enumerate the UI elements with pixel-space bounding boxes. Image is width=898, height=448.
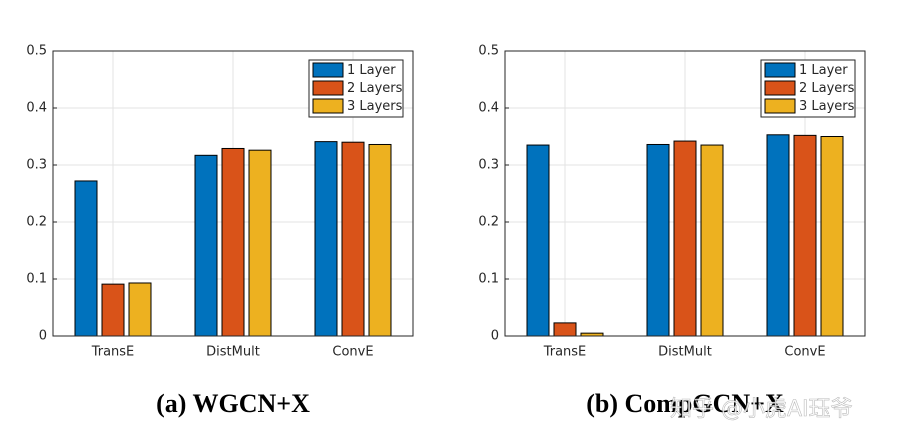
x-tick-label: DistMult bbox=[658, 345, 712, 360]
legend-swatch bbox=[764, 98, 796, 114]
y-tick-label: 0 bbox=[39, 329, 47, 344]
caption: (a) WGCN+X bbox=[156, 389, 310, 418]
y-tick-label: 0.4 bbox=[26, 101, 47, 116]
legend-label: 1 Layer bbox=[799, 63, 848, 78]
x-tick-label: DistMult bbox=[206, 345, 260, 360]
bar bbox=[526, 144, 550, 337]
bar bbox=[646, 143, 670, 337]
legend-label: 1 Layer bbox=[347, 63, 396, 78]
x-tick-label: TransE bbox=[91, 345, 135, 360]
bar bbox=[368, 143, 392, 337]
y-tick-label: 0.3 bbox=[26, 158, 47, 173]
bar bbox=[101, 283, 125, 337]
legend-label: 3 Layers bbox=[347, 99, 403, 114]
legend-swatch bbox=[312, 98, 344, 114]
legend-swatch bbox=[312, 62, 344, 78]
bar bbox=[194, 154, 218, 337]
bar bbox=[314, 141, 338, 337]
y-tick-label: 0 bbox=[491, 329, 499, 344]
y-tick-label: 0.3 bbox=[478, 158, 499, 173]
bar bbox=[74, 180, 98, 337]
bar bbox=[793, 134, 817, 337]
y-tick-label: 0.5 bbox=[478, 44, 499, 59]
x-tick-label: ConvE bbox=[332, 345, 373, 360]
y-tick-label: 0.2 bbox=[478, 215, 499, 230]
legend-swatch bbox=[312, 80, 344, 96]
x-tick-label: ConvE bbox=[784, 345, 825, 360]
axes-box bbox=[52, 50, 414, 337]
watermark: 知乎 @小虎AI珏爷 bbox=[670, 397, 853, 422]
y-tick-label: 0.1 bbox=[478, 272, 499, 287]
bar bbox=[673, 140, 697, 337]
legend-label: 3 Layers bbox=[799, 99, 855, 114]
legend-label: 2 Layers bbox=[799, 81, 855, 96]
y-tick-label: 0.5 bbox=[26, 44, 47, 59]
bar bbox=[553, 322, 577, 337]
legend-label: 2 Layers bbox=[347, 81, 403, 96]
y-tick-label: 0.1 bbox=[26, 272, 47, 287]
bar bbox=[820, 136, 844, 337]
legend-swatch bbox=[764, 80, 796, 96]
bar bbox=[766, 134, 790, 337]
legend-swatch bbox=[764, 62, 796, 78]
x-tick-label: TransE bbox=[543, 345, 587, 360]
y-tick-label: 0.2 bbox=[26, 215, 47, 230]
bar bbox=[248, 149, 272, 337]
bar bbox=[700, 144, 724, 337]
bar bbox=[128, 282, 152, 337]
caption: (b) CompGCN+X bbox=[586, 389, 784, 418]
y-tick-label: 0.4 bbox=[478, 101, 499, 116]
bar bbox=[341, 141, 365, 337]
bar bbox=[221, 147, 245, 337]
axes-box bbox=[504, 50, 866, 337]
